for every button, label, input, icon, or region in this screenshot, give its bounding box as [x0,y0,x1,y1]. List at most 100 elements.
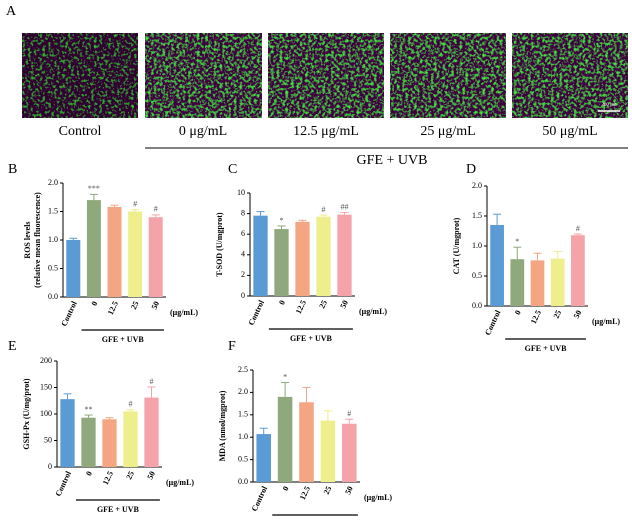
y-tick-label: 0 [241,291,245,300]
bar [86,200,101,297]
bar [510,259,525,306]
bar [530,260,545,306]
y-tick-label: 4 [241,250,245,259]
x-tick-label: 50 [338,299,350,310]
significance: # [154,205,158,214]
bar [550,258,565,306]
panel-label: B [8,162,17,177]
caption: 0 μg/mL [179,124,227,139]
significance: # [347,409,351,418]
y-tick-label: 150 [40,382,52,391]
unit-label: (μg/mL) [364,493,392,502]
bar [60,399,75,467]
bar [123,411,138,467]
significance: * [283,372,287,381]
x-tick-label: Control [250,484,270,513]
x-tick-label: 12.5 [529,309,543,325]
y-tick-label: 2.0 [238,387,248,396]
x-tick-label: 0 [277,299,287,306]
y-tick-label: 1.5 [238,410,248,419]
significance: # [133,200,137,209]
y-tick-label: 200 [40,356,52,365]
bar [66,240,81,297]
x-tick-label: 50 [343,485,355,496]
micrograph [145,33,262,118]
y-axis-label: MDA (nmol/mgprot) [218,390,227,461]
unit-label: (μg/mL) [359,307,387,316]
y-tick-label: 0.5 [472,271,482,280]
bar [337,214,352,296]
x-tick-label: 0 [84,470,94,477]
bar [342,423,357,482]
y-tick-label: 2.5 [238,365,248,374]
micrograph [22,33,138,118]
panel-label: F [228,339,236,354]
bar [490,225,504,306]
caption: 25 μg/mL [420,124,475,139]
x-tick-label: 25 [552,309,564,320]
bar [316,216,331,296]
micrographs: 200 μm [22,33,628,118]
micrograph [390,33,506,118]
bar [102,419,117,467]
y-tick-label: 10 [237,188,245,197]
significance: # [576,224,580,233]
significance: # [150,377,154,386]
micrograph [268,33,384,118]
y-axis-label: (relative mean fluorescence) [33,192,42,288]
y-tick-label: 1.0 [472,241,482,250]
bar [571,235,585,306]
x-tick-label: 0 [281,485,291,492]
x-tick-label: 25 [322,485,334,496]
group-label: GFE + UVB [102,335,145,344]
y-tick-label: 0.5 [238,454,248,463]
x-tick-label: 12.5 [298,485,312,501]
bar [128,211,143,297]
x-tick-label: 25 [317,299,329,310]
x-tick-label: 50 [572,309,584,320]
y-tick-label: 2.0 [472,181,482,190]
bar [144,397,159,467]
y-tick-label: 2.0 [48,178,58,187]
y-tick-label: 0.0 [238,477,248,486]
x-tick-label: Control [247,298,267,327]
x-tick-label: 25 [129,300,141,311]
y-tick-label: 6 [241,229,245,238]
x-tick-label: Control [54,469,74,498]
bar [148,217,163,297]
bar [81,417,96,467]
y-tick-label: 1.0 [48,235,58,244]
x-tick-label: 50 [150,300,162,311]
bar [320,420,336,482]
significance: ** [85,405,93,414]
bar [107,206,122,297]
scale-bar-label: 200 μm [601,103,616,108]
y-axis-label: ROS levels [23,221,32,258]
significance: * [280,216,284,225]
x-tick-label: 0 [90,300,100,307]
micrograph [512,33,628,118]
x-tick-label: 50 [145,470,157,481]
unit-label: (μg/mL) [170,308,198,317]
y-axis-label: CAT (U/mgprot) [452,217,461,274]
group-label: GFE + UVB [97,505,140,514]
group-label: GFE + UVB [357,153,428,168]
significance: ## [341,202,349,211]
unit-label: (μg/mL) [592,317,620,326]
bar [256,434,271,482]
bar [253,215,268,296]
y-axis-label: T-SOD (U/mgprot) [215,212,224,277]
caption: 12.5 μg/mL [293,124,359,139]
bar [299,402,314,482]
x-tick-label: 12.5 [294,299,308,315]
x-tick-label: 12.5 [106,300,120,316]
group-label: GFE + UVB [290,334,333,343]
y-tick-label: 50 [44,435,52,444]
significance: # [129,400,133,409]
significance: # [322,205,326,214]
bar [295,221,310,296]
caption: 50 μg/mL [542,124,597,139]
unit-label: (μg/mL) [166,478,194,487]
significance: *** [88,184,100,193]
panel-label: C [228,162,237,177]
